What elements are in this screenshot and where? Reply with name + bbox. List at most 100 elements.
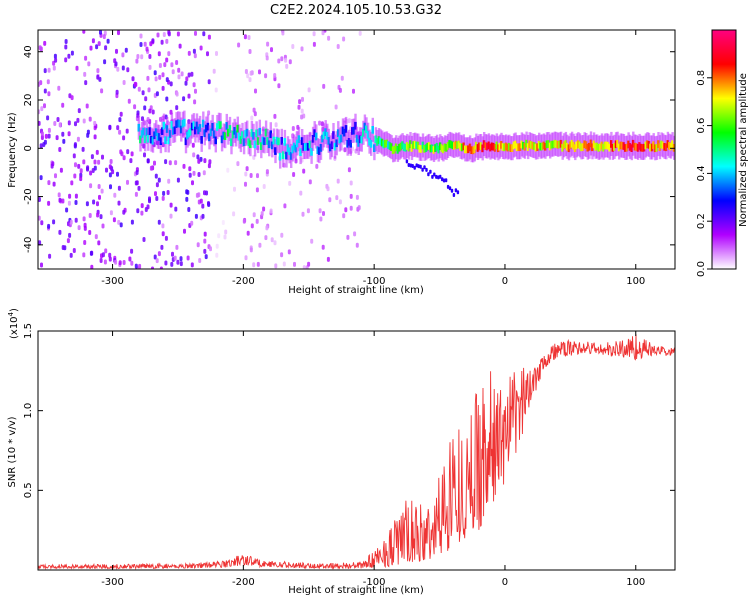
signal-core (652, 141, 655, 149)
signal-core (526, 143, 530, 151)
noise-cell (117, 200, 121, 206)
noise-cell (355, 242, 359, 248)
signal-core (250, 129, 254, 137)
noise-cell (173, 255, 177, 261)
noise-cell (85, 103, 89, 109)
signal-core (280, 137, 283, 145)
signal-core (616, 139, 619, 148)
noise-cell (96, 212, 100, 218)
noise-cell (66, 238, 70, 244)
noise-cell (177, 74, 181, 80)
noise-cell (96, 74, 100, 80)
noise-cell (169, 213, 173, 219)
noise-cell (122, 209, 126, 215)
signal-core (358, 135, 362, 144)
signal-core (558, 140, 561, 149)
noise-cell (187, 93, 191, 99)
noise-cell (85, 201, 89, 207)
signal-core (385, 139, 389, 148)
noise-cell (237, 42, 241, 48)
noise-cell (307, 261, 311, 267)
signal-core (518, 143, 522, 151)
branch-cell (454, 188, 458, 193)
signal-core (311, 135, 315, 143)
noise-cell (179, 261, 183, 267)
noise-cell (137, 86, 141, 92)
noise-cell (84, 55, 88, 61)
branch-cell (433, 172, 436, 177)
noise-cell (265, 225, 269, 231)
noise-cell (61, 198, 65, 204)
branch-cell (419, 164, 422, 169)
noise-cell (161, 195, 165, 201)
signal-core (239, 136, 243, 144)
noise-cell (154, 191, 157, 197)
signal-core (420, 145, 423, 153)
noise-cell (206, 51, 209, 57)
signal-core (509, 144, 513, 152)
signal-core (646, 140, 649, 148)
noise-cell (89, 45, 93, 51)
noise-cell (169, 202, 173, 208)
noise-cell (155, 182, 159, 188)
noise-cell (82, 216, 86, 222)
signal-core (197, 126, 200, 135)
noise-cell (300, 46, 304, 52)
noise-cell (207, 34, 211, 40)
signal-core (173, 126, 177, 135)
signal-core (515, 143, 519, 152)
noise-cell (321, 244, 325, 250)
noise-cell (140, 54, 144, 60)
noise-cell (40, 106, 44, 112)
signal-core (644, 141, 648, 150)
noise-cell (265, 169, 269, 175)
signal-core (272, 136, 276, 145)
noise-cell (93, 159, 97, 165)
signal-core (410, 144, 414, 152)
snr-frame (37, 330, 676, 571)
signal-core (194, 126, 197, 135)
signal-core (460, 143, 464, 152)
noise-cell (40, 131, 44, 137)
snr-xtick-label: -200 (232, 577, 255, 588)
noise-cell (155, 196, 159, 201)
noise-cell (355, 194, 359, 200)
noise-cell (93, 165, 97, 171)
signal-core (573, 144, 577, 152)
signal-core (666, 140, 670, 148)
noise-cell (106, 38, 110, 44)
noise-cell (194, 88, 197, 94)
signal-core (303, 143, 307, 151)
noise-cell (171, 251, 174, 257)
noise-cell (59, 167, 63, 173)
noise-cell (72, 248, 76, 253)
noise-cell (252, 262, 256, 268)
signal-core (489, 143, 492, 152)
noise-cell (74, 162, 77, 168)
noise-cell (347, 167, 351, 173)
signal-core (564, 140, 568, 148)
noise-cell (87, 61, 91, 67)
signal-core (338, 135, 341, 144)
signal-core (602, 143, 605, 152)
noise-cell (336, 178, 340, 184)
signal-core (580, 143, 583, 152)
noise-cell (157, 177, 161, 183)
noise-cell (245, 166, 249, 172)
noise-cell (109, 184, 112, 190)
noise-cell (161, 223, 165, 229)
signal-core (349, 139, 352, 148)
signal-core (316, 146, 320, 154)
noise-cell (97, 184, 101, 189)
noise-cell (192, 152, 196, 158)
signal-core (658, 143, 662, 151)
signal-core (162, 121, 166, 130)
noise-cell (182, 96, 186, 102)
noise-cell (46, 79, 50, 85)
signal-core (335, 139, 338, 148)
signal-core (327, 137, 330, 145)
noise-cell (265, 55, 269, 61)
signal-core (396, 146, 400, 154)
noise-cell (142, 237, 146, 242)
signal-core (409, 140, 412, 148)
